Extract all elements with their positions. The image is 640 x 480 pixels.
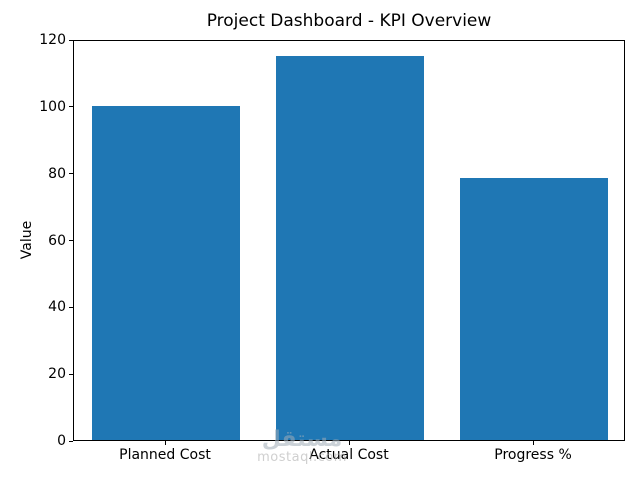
- y-tick-mark: [69, 440, 73, 442]
- x-tick-mark: [532, 441, 534, 445]
- y-tick-mark: [69, 39, 73, 41]
- bar-actual-cost: [276, 55, 424, 440]
- y-tick-mark: [69, 306, 73, 308]
- y-tick-label: 40: [48, 299, 66, 316]
- bar-progress: [460, 177, 608, 440]
- y-tick-label: 20: [48, 366, 66, 383]
- y-tick-label: 120: [39, 32, 66, 48]
- x-tick-mark: [348, 441, 350, 445]
- y-tick-label: 60: [48, 232, 66, 249]
- x-tick-label-planned-cost: Planned Cost: [119, 447, 211, 463]
- chart-title: Project Dashboard - KPI Overview: [206, 11, 492, 31]
- x-tick-label-actual-cost: Actual Cost: [309, 447, 389, 463]
- y-tick-mark: [69, 173, 73, 175]
- x-tick-mark: [164, 441, 166, 445]
- y-tick-label: 80: [48, 165, 66, 182]
- y-axis-label: Value: [19, 220, 35, 260]
- bar-planned-cost: [92, 105, 240, 440]
- x-tick-label-progress: Progress %: [494, 447, 572, 463]
- y-tick-label: 100: [39, 98, 66, 115]
- y-tick-label: 0: [57, 433, 66, 449]
- y-tick-mark: [69, 240, 73, 241]
- plot-area: [73, 40, 625, 441]
- y-tick-mark: [69, 373, 73, 375]
- y-tick-mark: [69, 106, 73, 108]
- bars-container: [74, 41, 624, 440]
